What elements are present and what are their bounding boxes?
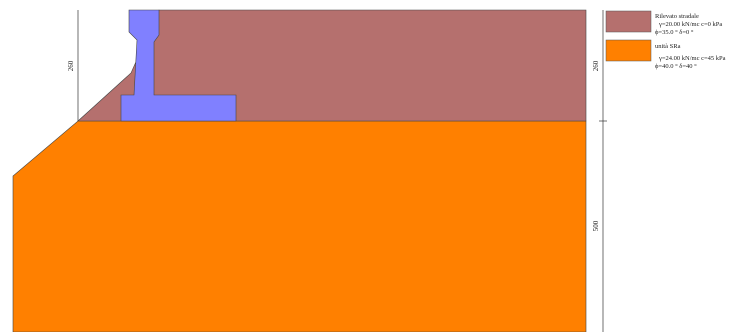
left-height-label: 260 — [67, 60, 75, 71]
legend-item-embankment: Rilevato stradale γ=20.00 kN/mc c=0 kPa … — [605, 10, 722, 36]
right-upper-label: 260 — [592, 60, 600, 71]
retaining-wall — [120, 9, 237, 122]
legend-item-soil: unità SRa γ=24.00 kN/mc c=45 kPa ϕ=40.0 … — [605, 39, 726, 70]
legend-title-embankment: Rilevato stradale — [655, 13, 699, 20]
legend-title-soil: unità SRa — [655, 43, 681, 50]
legend-swatch-embankment — [605, 10, 652, 33]
legend-params-soil: γ=24.00 kN/mc c=45 kPa — [658, 55, 726, 62]
legend-swatch-soil — [605, 39, 652, 62]
legend-angles-soil: ϕ=40.0 ° δ=40 ° — [655, 63, 697, 70]
legend-angles-embankment: ϕ=35.0 ° δ=0 ° — [655, 29, 694, 36]
legend-params-embankment: γ=20.00 kN/mc c=0 kPa — [658, 21, 722, 28]
legend: Rilevato stradale γ=20.00 kN/mc c=0 kPa … — [605, 10, 726, 70]
right-lower-label: 500 — [592, 220, 600, 231]
soil-layer-sra — [12, 120, 587, 332]
